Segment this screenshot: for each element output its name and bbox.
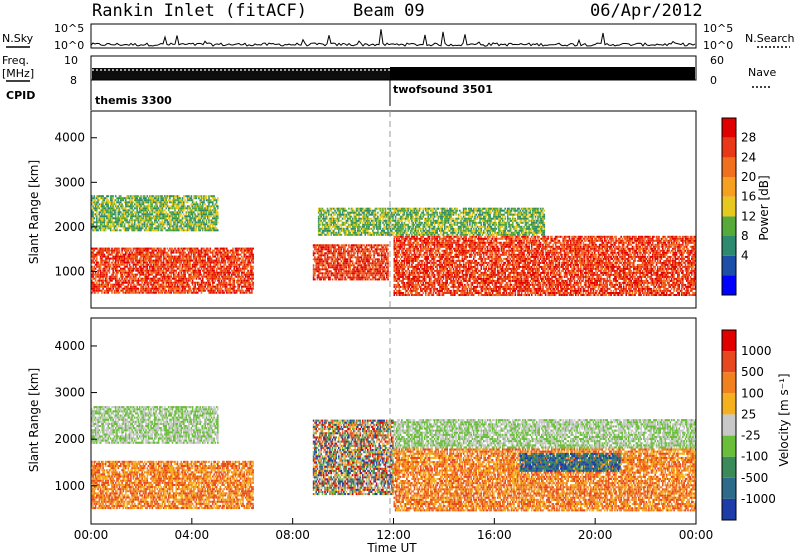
colorbar-swatch	[722, 236, 736, 256]
colorbar-swatch	[722, 157, 736, 177]
cpid-label: CPID	[6, 89, 35, 102]
colorbar-tick-label: 25	[741, 407, 756, 421]
x-tick-label: 20:00	[578, 528, 613, 542]
freq-label: Freq.	[2, 54, 29, 67]
colorbar-swatch	[722, 478, 736, 499]
colorbar-swatch	[722, 197, 736, 217]
beam-label: Beam 09	[353, 1, 425, 21]
y-tick-label: 1000	[54, 264, 85, 278]
nsky-tick-bottom: 10^0	[54, 39, 84, 52]
date-label: 06/Apr/2012	[590, 1, 703, 21]
colorbar-swatch	[722, 275, 736, 295]
colorbar-tick-label: -100	[741, 450, 768, 464]
x-axis: 00:00 04:00 08:00 12:00 16:00 20:00 00:00	[74, 518, 714, 542]
freq-nave-strip: Freq. [MHz] 10 8 60 0 Nave	[2, 54, 776, 87]
power-ylabel: Slant Range [km]	[27, 160, 41, 264]
colorbar-swatch	[722, 330, 736, 351]
y-tick-label: 4000	[54, 339, 85, 353]
colorbar-swatch	[722, 499, 736, 520]
cpid-row: CPID themis 3300 twofsound 3501	[6, 80, 493, 110]
colorbar-tick-label: 20	[741, 170, 756, 184]
power-heatmap	[91, 195, 696, 296]
cpid-mode-themis: themis 3300	[95, 94, 172, 107]
colorbar-swatch	[722, 372, 736, 393]
nsearch-label: N.Search	[745, 32, 795, 45]
y-tick-label: 2000	[54, 220, 85, 234]
power-panel: 1000 2000 3000 4000 Slant Range [km]	[27, 111, 696, 308]
nsearch-tick-bottom: 10^0	[703, 39, 733, 52]
x-tick-label: 04:00	[175, 528, 210, 542]
y-tick-label: 1000	[54, 479, 85, 493]
colorbar-tick-label: 28	[741, 131, 756, 145]
colorbar-tick-label: 8	[741, 229, 749, 243]
y-tick-label: 3000	[54, 175, 85, 189]
x-tick-label: 00:00	[679, 528, 714, 542]
cpid-mode-twofsound: twofsound 3501	[393, 83, 493, 96]
nave-tick-bottom: 0	[710, 74, 717, 87]
colorbar-swatch	[722, 457, 736, 478]
colorbar-swatch	[722, 351, 736, 372]
nsky-label: N.Sky	[2, 32, 34, 45]
colorbar-swatch	[722, 436, 736, 457]
power-colorbar: 28 24 20 16 12 8 4	[722, 118, 756, 295]
x-tick-label: 00:00	[74, 528, 109, 542]
colorbar-swatch	[722, 256, 736, 276]
colorbar-tick-label: 500	[741, 365, 764, 379]
nave-tick-top: 60	[710, 54, 724, 67]
y-tick-label: 2000	[54, 432, 85, 446]
velocity-panel: 1000 2000 3000 4000 Slant Range [km]	[27, 318, 696, 524]
freq-unit: [MHz]	[2, 67, 34, 80]
velocity-heatmap	[91, 406, 696, 511]
x-axis-label: Time UT	[366, 541, 417, 554]
colorbar-tick-label: 16	[741, 190, 756, 204]
plot-title: Rankin Inlet (fitACF)	[92, 1, 307, 21]
colorbar-swatch	[722, 216, 736, 236]
colorbar-tick-label: -500	[741, 471, 768, 485]
colorbar-tick-label: 12	[741, 209, 756, 223]
x-tick-label: 16:00	[477, 528, 512, 542]
colorbar-swatch	[722, 118, 736, 138]
colorbar-tick-label: 4	[741, 249, 749, 263]
power-colorbar-label: Power [dB]	[757, 175, 771, 240]
nsearch-tick-top: 10^5	[703, 22, 733, 35]
nave-label: Nave	[748, 66, 776, 79]
colorbar-tick-label: 24	[741, 150, 756, 164]
velocity-colorbar: 1000 500 100 25 -25 -100 -500 -1000	[722, 330, 776, 520]
nsky-tick-top: 10^5	[54, 22, 84, 35]
colorbar-swatch	[722, 177, 736, 197]
y-tick-label: 4000	[54, 131, 85, 145]
freq-tick-bottom: 8	[70, 74, 77, 87]
colorbar-tick-label: 1000	[741, 344, 772, 358]
colorbar-tick-label: 100	[741, 386, 764, 400]
velocity-colorbar-label: Velocity [m s⁻¹]	[777, 373, 791, 466]
colorbar-swatch	[722, 138, 736, 158]
colorbar-swatch	[722, 393, 736, 414]
freq-tick-top: 10	[64, 54, 78, 67]
velocity-ylabel: Slant Range [km]	[27, 368, 41, 472]
colorbar-tick-label: -25	[741, 429, 761, 443]
colorbar-swatch	[722, 414, 736, 435]
x-tick-label: 08:00	[275, 528, 310, 542]
x-tick-label: 12:00	[376, 528, 411, 542]
y-tick-label: 3000	[54, 386, 85, 400]
colorbar-tick-label: -1000	[741, 492, 776, 506]
nsky-nsearch-strip: N.Sky 10^5 10^0 10^5 10^0 N.Search	[2, 22, 795, 52]
